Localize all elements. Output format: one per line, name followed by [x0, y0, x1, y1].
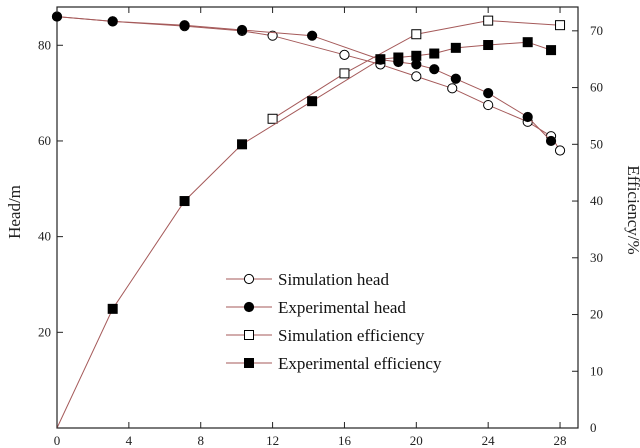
data-point: [450, 73, 461, 84]
data-point: [307, 30, 318, 41]
x-tick-label: 16: [338, 433, 352, 448]
series-2: [267, 15, 566, 124]
y-tick-label-left: 20: [38, 324, 51, 339]
data-point: [483, 88, 494, 99]
x-tick-label: 0: [54, 433, 61, 448]
data-point: [522, 37, 533, 48]
y-tick-label-right: 30: [590, 250, 603, 265]
data-point: [447, 83, 458, 94]
data-point: [179, 196, 190, 207]
data-point: [522, 111, 533, 123]
data-point: [237, 139, 248, 150]
series-line-1: [56, 16, 552, 142]
legend-marker: [244, 330, 254, 340]
legend-marker: [243, 273, 255, 285]
data-point: [545, 135, 557, 147]
data-point: [450, 42, 461, 53]
series-1: [51, 11, 557, 147]
data-point: [429, 48, 440, 59]
data-point: [483, 15, 494, 26]
y-axis-title-left: Head/m: [5, 185, 24, 239]
x-tick-label: 12: [266, 433, 279, 448]
y-tick-label-left: 40: [38, 229, 51, 244]
data-point: [555, 20, 566, 31]
plot-frame: [56, 6, 579, 429]
y-tick-label-right: 0: [590, 420, 597, 435]
legend-label: Experimental head: [278, 298, 406, 317]
data-point: [375, 54, 386, 65]
series-3: [56, 37, 557, 429]
data-point: [107, 303, 118, 314]
data-point: [429, 64, 440, 75]
data-point: [339, 68, 350, 79]
y-tick-label-right: 40: [590, 193, 603, 208]
x-tick-label: 24: [482, 433, 496, 448]
data-point: [51, 11, 63, 22]
y-tick-label-right: 50: [590, 136, 603, 151]
data-point: [411, 71, 422, 82]
legend-label: Experimental efficiency: [278, 354, 442, 373]
y-axis-title-right: Efficiency/%: [624, 165, 640, 254]
legend-marker: [243, 301, 255, 313]
data-point: [267, 30, 278, 41]
data-point: [411, 29, 422, 40]
data-point: [267, 113, 278, 124]
data-point: [339, 49, 350, 60]
data-point: [554, 145, 566, 156]
data-point: [393, 52, 404, 63]
legend: Simulation head Experimental head Simulati…: [226, 270, 442, 373]
legend-label: Simulation head: [278, 270, 389, 289]
data-point: [411, 50, 422, 61]
y-tick-label-right: 10: [590, 363, 603, 378]
y-tick-label-right: 60: [590, 80, 603, 95]
data-point: [179, 20, 190, 31]
data-point: [411, 59, 422, 70]
y-tick-label-left: 80: [38, 37, 51, 52]
y-tick-label-left: 60: [38, 133, 51, 148]
data-point: [307, 96, 318, 107]
x-tick-label: 8: [197, 433, 204, 448]
legend-marker: [244, 358, 254, 368]
data-point: [236, 24, 248, 36]
data-point: [483, 40, 494, 51]
data-point: [546, 45, 557, 56]
x-tick-label: 28: [554, 433, 567, 448]
y-tick-label-right: 70: [590, 23, 603, 38]
y-tick-label-right: 20: [590, 307, 603, 322]
x-tick-label: 20: [410, 433, 423, 448]
data-point: [483, 99, 494, 111]
x-tick-label: 4: [126, 433, 133, 448]
legend-label: Simulation efficiency: [278, 326, 425, 345]
data-point: [107, 16, 118, 27]
